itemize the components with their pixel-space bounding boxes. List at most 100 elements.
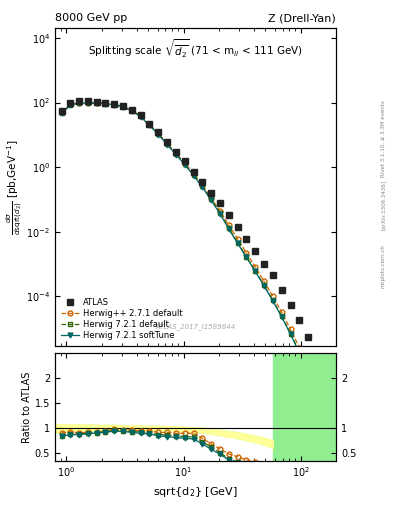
Herwig 7.2.1 softTune — [103, 101, 108, 107]
Herwig 7.2.1 default — [323, 413, 328, 419]
Herwig 7.2.1 default — [288, 331, 293, 337]
Herwig++ 2.7.1 default — [103, 100, 108, 106]
ATLAS — [59, 108, 64, 114]
Herwig 7.2.1 softTune — [253, 268, 258, 274]
ATLAS — [147, 121, 152, 127]
Herwig++ 2.7.1 default — [209, 195, 213, 201]
ATLAS — [218, 200, 222, 206]
Herwig 7.2.1 default — [85, 100, 90, 106]
Herwig++ 2.7.1 default — [129, 107, 134, 113]
ATLAS — [244, 236, 249, 242]
Herwig++ 2.7.1 default — [112, 101, 117, 108]
Y-axis label: $\frac{d\sigma}{d\mathrm{sqrt}(d_2)}$ [pb,GeV$^{-1}$]: $\frac{d\sigma}{d\mathrm{sqrt}(d_2)}$ [p… — [4, 139, 25, 234]
Herwig 7.2.1 default — [253, 268, 258, 274]
ATLAS — [262, 261, 266, 267]
Herwig 7.2.1 softTune — [59, 111, 64, 117]
Herwig 7.2.1 default — [121, 103, 125, 110]
Text: [arXiv:1306.3436]: [arXiv:1306.3436] — [381, 180, 386, 230]
Herwig++ 2.7.1 default — [297, 345, 302, 351]
Herwig 7.2.1 softTune — [200, 184, 205, 190]
Herwig++ 2.7.1 default — [306, 364, 310, 370]
Herwig 7.2.1 default — [156, 131, 161, 137]
ATLAS — [235, 224, 240, 230]
Herwig 7.2.1 softTune — [94, 100, 99, 106]
Herwig 7.2.1 softTune — [218, 211, 222, 217]
Herwig 7.2.1 default — [138, 113, 143, 119]
Line: Herwig 7.2.1 softTune: Herwig 7.2.1 softTune — [59, 101, 328, 419]
ATLAS — [315, 352, 320, 358]
Herwig 7.2.1 default — [315, 390, 320, 396]
Text: 8000 GeV pp: 8000 GeV pp — [55, 13, 127, 24]
Herwig 7.2.1 default — [94, 100, 99, 106]
Herwig 7.2.1 softTune — [270, 298, 275, 304]
ATLAS — [174, 148, 178, 155]
Herwig 7.2.1 softTune — [138, 114, 143, 120]
ATLAS — [253, 248, 258, 254]
Herwig 7.2.1 softTune — [77, 100, 81, 106]
Herwig 7.2.1 softTune — [191, 173, 196, 179]
ATLAS — [94, 99, 99, 105]
ATLAS — [85, 98, 90, 104]
Herwig 7.2.1 softTune — [182, 161, 187, 167]
ATLAS — [103, 99, 108, 105]
Line: ATLAS: ATLAS — [59, 98, 329, 377]
Herwig 7.2.1 softTune — [279, 314, 284, 320]
Herwig 7.2.1 softTune — [112, 102, 117, 108]
Herwig 7.2.1 softTune — [174, 152, 178, 158]
Herwig 7.2.1 default — [129, 108, 134, 114]
ATLAS — [200, 179, 205, 185]
Herwig++ 2.7.1 default — [59, 109, 64, 115]
Text: Z (Drell-Yan): Z (Drell-Yan) — [268, 13, 336, 24]
Line: Herwig 7.2.1 default: Herwig 7.2.1 default — [59, 100, 328, 418]
Herwig++ 2.7.1 default — [147, 121, 152, 127]
Herwig++ 2.7.1 default — [226, 222, 231, 228]
Herwig 7.2.1 softTune — [226, 226, 231, 232]
ATLAS — [112, 101, 117, 107]
Herwig 7.2.1 softTune — [121, 104, 125, 110]
Herwig++ 2.7.1 default — [235, 236, 240, 242]
Herwig++ 2.7.1 default — [165, 140, 169, 146]
Herwig++ 2.7.1 default — [174, 150, 178, 156]
Herwig++ 2.7.1 default — [68, 101, 73, 108]
Herwig 7.2.1 default — [174, 151, 178, 157]
Herwig 7.2.1 default — [182, 161, 187, 167]
Text: Splitting scale $\sqrt{\overline{d_2}}$ (71 < m$_{ll}$ < 111 GeV): Splitting scale $\sqrt{\overline{d_2}}$ … — [88, 38, 303, 60]
Herwig 7.2.1 default — [235, 240, 240, 246]
ATLAS — [323, 371, 328, 377]
Herwig 7.2.1 default — [279, 313, 284, 319]
Herwig++ 2.7.1 default — [156, 131, 161, 137]
Herwig 7.2.1 default — [200, 183, 205, 189]
Herwig 7.2.1 default — [165, 141, 169, 147]
Herwig++ 2.7.1 default — [218, 208, 222, 214]
Herwig++ 2.7.1 default — [85, 99, 90, 105]
Herwig 7.2.1 default — [226, 225, 231, 231]
Herwig++ 2.7.1 default — [253, 264, 258, 270]
Herwig 7.2.1 softTune — [262, 283, 266, 289]
ATLAS — [226, 212, 231, 218]
Herwig 7.2.1 default — [103, 100, 108, 106]
ATLAS — [138, 112, 143, 118]
Text: mcplots.cern.ch: mcplots.cern.ch — [381, 244, 386, 288]
Herwig++ 2.7.1 default — [182, 160, 187, 166]
ATLAS — [129, 106, 134, 113]
Text: Rivet 3.1.10, ≥ 3.3M events: Rivet 3.1.10, ≥ 3.3M events — [381, 100, 386, 177]
Herwig++ 2.7.1 default — [315, 386, 320, 392]
Herwig 7.2.1 default — [244, 253, 249, 260]
Herwig++ 2.7.1 default — [323, 408, 328, 414]
Herwig 7.2.1 softTune — [297, 350, 302, 356]
Herwig++ 2.7.1 default — [279, 309, 284, 315]
Herwig++ 2.7.1 default — [191, 170, 196, 177]
ATLAS — [182, 158, 187, 164]
Herwig++ 2.7.1 default — [200, 182, 205, 188]
Line: Herwig++ 2.7.1 default: Herwig++ 2.7.1 default — [59, 100, 328, 414]
Herwig++ 2.7.1 default — [94, 100, 99, 106]
ATLAS — [68, 100, 73, 106]
Herwig 7.2.1 softTune — [235, 240, 240, 246]
Y-axis label: Ratio to ATLAS: Ratio to ATLAS — [22, 371, 32, 443]
ATLAS — [209, 190, 213, 196]
Herwig 7.2.1 default — [218, 210, 222, 216]
Herwig 7.2.1 default — [209, 197, 213, 203]
ATLAS — [279, 287, 284, 293]
Herwig 7.2.1 default — [297, 349, 302, 355]
Herwig 7.2.1 default — [59, 110, 64, 116]
